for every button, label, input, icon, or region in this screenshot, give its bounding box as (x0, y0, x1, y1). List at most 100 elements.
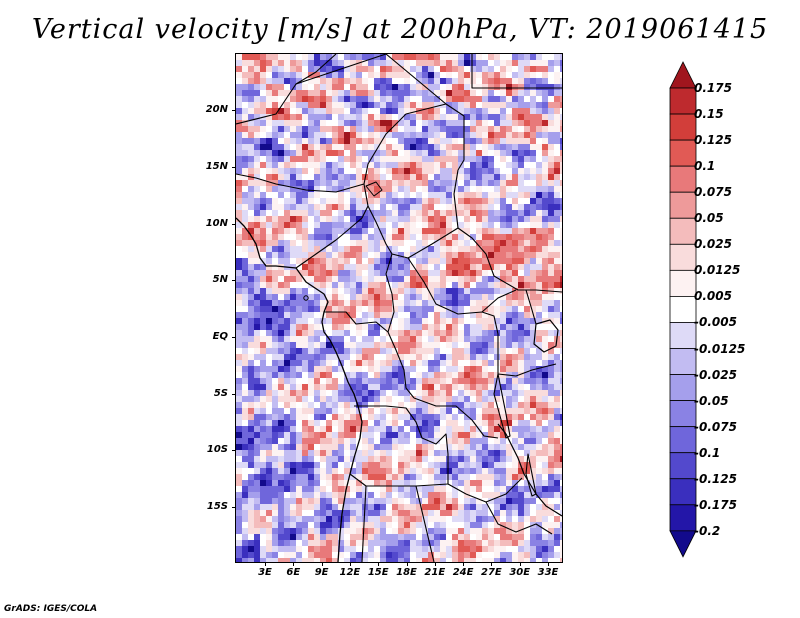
lon-tick (406, 562, 408, 566)
lake-chad (365, 181, 383, 197)
lake-victoria (533, 319, 559, 353)
lat-label: 5N (212, 274, 228, 285)
border-niger-nigeria (236, 173, 365, 193)
border-libya-sudan (385, 54, 465, 171)
lon-tick (434, 562, 436, 566)
colorbar-label: -0.2 (694, 523, 721, 538)
lat-tick (232, 110, 236, 111)
lat-tick (232, 450, 236, 451)
colorbar-label: -0.05 (694, 393, 729, 408)
colorbar-label: 0.005 (694, 289, 732, 304)
colorbar-segment (669, 165, 697, 193)
colorbar-label: 0.1 (694, 159, 716, 174)
colorbar-bottom-arrow (669, 530, 697, 558)
border-algeria-niger (236, 54, 337, 125)
map-title: Vertical velocity [m/s] at 200hPa, VT: 2… (31, 14, 769, 45)
lon-label: 33E (537, 567, 559, 578)
lon-label: 27E (481, 567, 502, 578)
bioko-island (303, 295, 309, 301)
colorbar-segment (669, 295, 697, 323)
lon-label: 9E (314, 567, 329, 578)
lake-tanganyika (493, 373, 511, 439)
lat-label: EQ (212, 331, 228, 342)
border-uganda-kenya (525, 289, 537, 325)
colorbar-segment (669, 400, 697, 428)
lon-label: 21E (424, 567, 446, 578)
lat-tick (232, 507, 236, 508)
colorbar-segment (669, 504, 697, 532)
lon-tick (548, 562, 549, 566)
colorbar-label: 0.075 (694, 185, 732, 200)
lon-label: 6E (286, 567, 301, 578)
lake-malawi (525, 453, 537, 497)
colorbar-segment (669, 191, 697, 219)
border-nigeria-cameroon (295, 205, 369, 269)
lat-label: 20N (205, 104, 228, 115)
colorbar-segment (669, 348, 697, 375)
lat-label: 10N (205, 218, 228, 229)
colorbar-label: 0.15 (694, 107, 724, 122)
colorbar-segment (669, 426, 697, 454)
atlantic-coastline (236, 217, 363, 562)
colorbar-label: -0.125 (694, 471, 737, 486)
lat-tick (232, 224, 236, 225)
lon-tick (349, 562, 351, 566)
border-botswana (415, 485, 435, 562)
border-egypt-sudan (471, 54, 562, 89)
colorbar-segment (669, 87, 697, 115)
colorbar-label: 0.025 (694, 237, 732, 252)
lat-label: 15S (206, 501, 228, 512)
colorbar-segment (669, 374, 697, 401)
lat-label: 10S (206, 444, 228, 455)
east-coastline (497, 423, 562, 517)
border-chad-car-sudan (363, 183, 562, 293)
colorbar-label: 0.0125 (694, 263, 741, 278)
lat-tick (232, 167, 236, 168)
lon-label: 15E (367, 567, 389, 578)
grads-credit: GrADS: IGES/COLA (4, 604, 98, 614)
colorbar-label: -0.1 (694, 445, 721, 460)
lon-label: 30E (509, 567, 531, 578)
border-car-congo (385, 253, 395, 333)
velocity-cells (236, 54, 562, 562)
colorbar-top-arrow (669, 61, 697, 89)
colorbar-label: -0.075 (694, 419, 737, 434)
colorbar-segment (669, 322, 697, 349)
lon-label: 3E (258, 567, 272, 578)
lat-tick (232, 394, 236, 395)
colorbar-segment (669, 113, 697, 141)
lon-tick (265, 562, 266, 566)
lat-tick (232, 337, 236, 338)
lat-tick (232, 280, 236, 281)
colorbar-segment (669, 269, 697, 297)
lon-tick (491, 562, 493, 566)
lon-tick (519, 562, 521, 566)
colorbar-segment (669, 139, 697, 167)
border-chad-niger (363, 103, 447, 185)
colorbar-segment (669, 452, 697, 480)
velocity-field (236, 54, 562, 562)
lon-tick (293, 562, 295, 566)
colorbar-segment (669, 243, 697, 271)
lon-label: 24E (452, 567, 474, 578)
border-sudan-chad (453, 169, 459, 229)
border-algeria-libya (295, 54, 387, 85)
lon-tick (321, 562, 323, 566)
map-panel[interactable] (235, 53, 563, 563)
colorbar-label: 0.05 (694, 211, 724, 226)
colorbar-label: -0.005 (694, 315, 737, 330)
colorbar-label: -0.0125 (694, 341, 746, 356)
colorbar-label: 0.125 (694, 133, 732, 148)
lat-label: 15N (205, 161, 228, 172)
lon-tick (463, 562, 465, 566)
lon-label: 12E (339, 567, 361, 578)
colorbar-segment (669, 478, 697, 506)
border-south-sudan-uganda (481, 289, 517, 313)
colorbar-label: -0.175 (694, 497, 737, 512)
border-tanzania (497, 363, 557, 377)
colorbar (669, 61, 697, 558)
border-angola-drc (354, 405, 449, 455)
border-namibia-east (361, 485, 367, 562)
border-drc-angola (413, 397, 499, 439)
colorbar-segment (669, 217, 697, 245)
